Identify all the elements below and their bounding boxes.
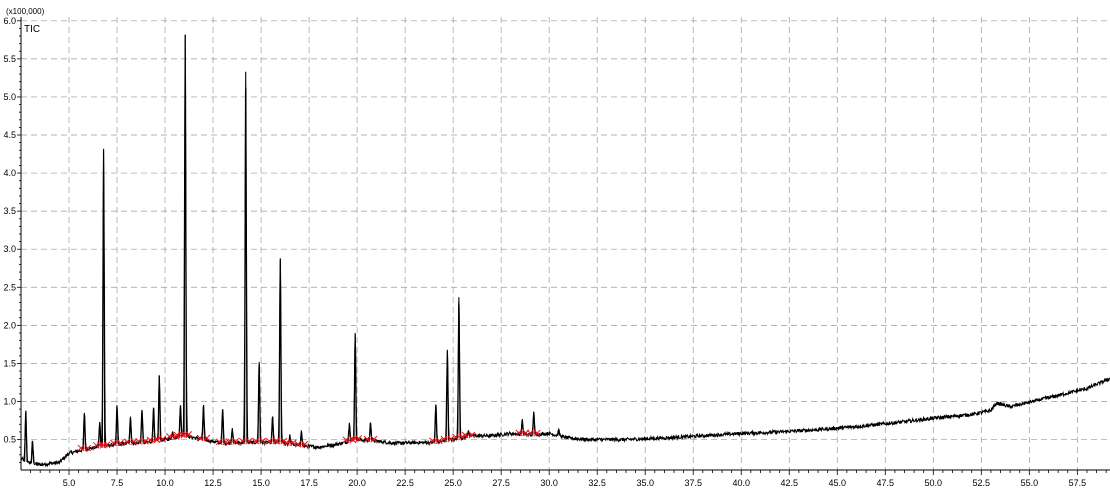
tic-trace [20,34,1110,468]
integration-mark-22-0 [342,436,350,444]
peak-1 [30,441,35,464]
peak-16 [244,71,248,443]
integration-mark-23-1 [355,435,363,442]
integration-mark-10-0 [165,433,173,440]
integration-mark-4-0 [96,441,104,449]
integration-mark-24-1 [370,435,378,443]
peak-8 [151,407,156,442]
x-tick-label-4: 15.0 [252,478,270,488]
peak-31 [557,430,561,436]
peak-24 [368,422,373,441]
peak-10 [171,431,175,439]
peak-18 [270,416,275,443]
x-tick-label-13: 37.5 [684,478,702,488]
integration-mark-14-1 [222,438,230,446]
y-tick-label-4: 2.5 [3,282,16,292]
peak-26 [445,349,450,441]
integration-mark-15-1 [232,438,240,445]
y-tick-label-9: 5.0 [3,92,16,102]
y-tick-label-1: 1.0 [3,396,16,406]
x-tick-label-17: 47.5 [877,478,895,488]
integration-mark-30-1 [533,429,541,437]
y-scale-label: (x100,000) [6,7,45,16]
integration-marks [77,429,541,452]
peak-6 [128,416,133,444]
x-tick-label-12: 35.0 [636,478,654,488]
peak-2 [82,412,87,450]
peak-14 [220,409,225,444]
y-tick-label-5: 3.0 [3,244,16,254]
peak-25 [434,404,438,443]
x-tick-label-1: 7.5 [111,478,124,488]
integration-mark-13-0 [196,434,204,442]
y-tick-label-6: 3.5 [3,206,16,216]
grid-lines [21,17,1110,470]
peak-20 [288,435,292,445]
y-tick-label-11: 6.0 [3,16,16,26]
peak-5 [115,405,119,445]
integration-mark-12-0 [178,431,186,438]
peak-3 [98,422,102,447]
peak-23 [353,332,357,441]
x-tick-label-6: 20.0 [348,478,366,488]
x-tick-label-8: 25.0 [444,478,462,488]
x-tick-label-2: 10.0 [156,478,174,488]
integration-mark-16-0 [238,437,246,445]
series-label-tic: TIC [24,24,40,35]
peak-13 [201,405,206,440]
integration-mark-24-0 [363,435,371,443]
peak-12 [183,34,187,436]
x-tick-label-11: 32.5 [588,478,606,488]
x-tick-label-7: 22.5 [396,478,414,488]
y-tick-label-0: 0.5 [3,435,16,445]
y-tick-label-3: 2.0 [3,320,16,330]
peak-30 [532,412,536,435]
x-tick-label-16: 45.0 [829,478,847,488]
peak-19 [278,258,282,443]
x-tick-label-5: 17.5 [300,478,318,488]
peak-17 [257,361,261,443]
integration-mark-2-0 [77,444,85,452]
x-tick-label-20: 55.0 [1021,478,1039,488]
peak-28 [466,430,471,437]
peak-0 [24,410,28,462]
integration-mark-9-1 [159,435,167,443]
x-tick-label-10: 30.0 [540,478,558,488]
y-tick-label-2: 1.5 [3,358,16,368]
x-tick-label-3: 12.5 [204,478,222,488]
y-tick-label-8: 4.5 [3,130,16,140]
integration-mark-30-0 [526,429,534,437]
peak-4 [101,148,106,447]
axes: 5.0 7.5 10.0 12.5 15.0 17.5 20.0 22.5 25.0 27.5 30… [3,16,1110,488]
integration-mark-23-0 [348,435,356,442]
x-tick-label-15: 42.5 [780,478,798,488]
peak-9 [157,375,161,441]
integration-mark-17-1 [259,437,266,445]
peak-27 [457,297,461,439]
x-tick-label-9: 27.5 [492,478,510,488]
integration-mark-5-1 [117,439,124,447]
peak-15 [230,428,234,444]
x-tick-label-19: 52.5 [973,478,991,488]
integration-mark-6-0 [123,438,131,446]
x-tick-label-21: 57.5 [1069,478,1087,488]
peak-11 [178,405,183,437]
y-tick-label-10: 5.5 [3,54,16,64]
peak-22 [347,422,352,442]
peak-21 [299,430,304,446]
x-tick-label-0: 5.0 [63,478,76,488]
x-tick-label-18: 50.0 [925,478,943,488]
y-tick-label-7: 4.0 [3,168,16,178]
x-tick-label-14: 40.0 [732,478,750,488]
integration-mark-21-1 [301,440,309,448]
peak-7 [140,409,144,443]
integration-mark-18-0 [265,437,273,445]
